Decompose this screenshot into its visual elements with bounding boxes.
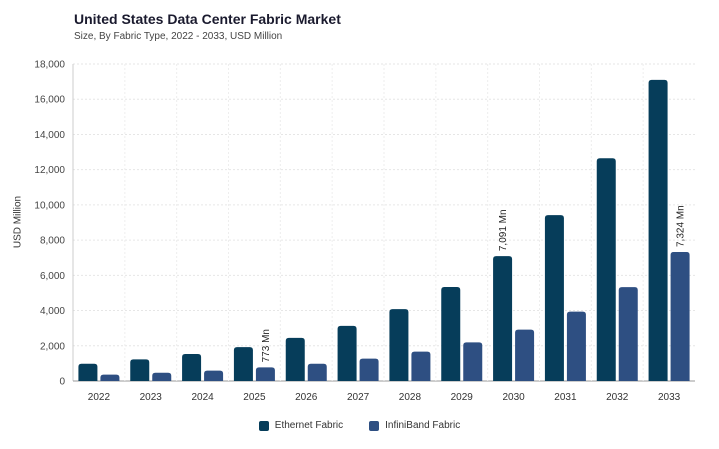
y-tick-label: 14,000: [34, 130, 65, 141]
bar-ethernet-2033: [648, 79, 668, 381]
bar-ethernet-2023: [130, 359, 150, 381]
bar-infiniband-2022: [100, 374, 120, 381]
bar-ethernet-2032: [596, 158, 616, 381]
bar-ethernet-2026: [285, 337, 305, 381]
bar-ethernet-2028: [389, 309, 409, 381]
data-label: 773 Mn: [261, 329, 272, 362]
y-tick-label: 8,000: [40, 236, 65, 247]
y-tick-label: 6,000: [40, 271, 65, 282]
legend-label-ethernet: Ethernet Fabric: [274, 420, 344, 431]
chart-title: United States Data Center Fabric Market: [74, 11, 341, 27]
legend-item-infiniband[interactable]: InfiniBand Fabric: [369, 420, 460, 431]
bar-ethernet-2024: [182, 354, 202, 381]
bar-ethernet-2022: [78, 363, 98, 381]
x-tick-label: 2030: [502, 392, 525, 403]
x-tick-label: 2033: [658, 392, 681, 403]
bar-ethernet-2031: [544, 215, 564, 381]
bar-ethernet-2030: [493, 256, 513, 381]
x-tick-label: 2027: [347, 392, 370, 403]
y-tick-label: 2,000: [40, 341, 65, 352]
bar-infiniband-2028: [411, 351, 431, 381]
legend-label-infiniband: InfiniBand Fabric: [385, 420, 461, 431]
x-tick-label: 2026: [295, 392, 318, 403]
x-tick-label: 2029: [451, 392, 474, 403]
data-label: 7,324 Mn: [676, 205, 687, 247]
bar-infiniband-2024: [204, 370, 224, 381]
x-tick-label: 2024: [191, 392, 214, 403]
y-tick-label: 16,000: [34, 95, 65, 106]
bar-infiniband-2025: [255, 367, 275, 381]
legend: Ethernet Fabric InfiniBand Fabric: [0, 420, 719, 431]
bar-infiniband-2033: [670, 252, 690, 381]
bar-ethernet-2029: [441, 286, 461, 381]
bar-ethernet-2025: [233, 347, 253, 381]
legend-swatch-infiniband: [369, 420, 380, 431]
x-tick-label: 2022: [88, 392, 111, 403]
bar-infiniband-2026: [307, 363, 327, 381]
x-tick-label: 2031: [554, 392, 577, 403]
bar-infiniband-2031: [566, 311, 586, 381]
x-tick-label: 2032: [606, 392, 629, 403]
data-label: 7,091 Mn: [498, 209, 509, 251]
bar-infiniband-2027: [359, 358, 379, 381]
chart-subtitle: Size, By Fabric Type, 2022 - 2033, USD M…: [74, 31, 283, 42]
bar-infiniband-2032: [618, 287, 638, 381]
x-tick-label: 2023: [140, 392, 163, 403]
bar-infiniband-2030: [515, 329, 535, 381]
x-tick-label: 2025: [243, 392, 266, 403]
legend-swatch-ethernet: [258, 420, 269, 431]
y-tick-label: 18,000: [34, 60, 65, 71]
y-tick-label: 0: [59, 377, 65, 388]
x-tick-label: 2028: [399, 392, 422, 403]
y-tick-label: 12,000: [34, 165, 65, 176]
y-tick-label: 10,000: [34, 200, 65, 211]
bar-infiniband-2023: [152, 372, 172, 381]
y-tick-label: 4,000: [40, 306, 65, 317]
bar-ethernet-2027: [337, 325, 357, 381]
bar-infiniband-2029: [463, 342, 483, 381]
legend-item-ethernet[interactable]: Ethernet Fabric: [258, 420, 344, 431]
